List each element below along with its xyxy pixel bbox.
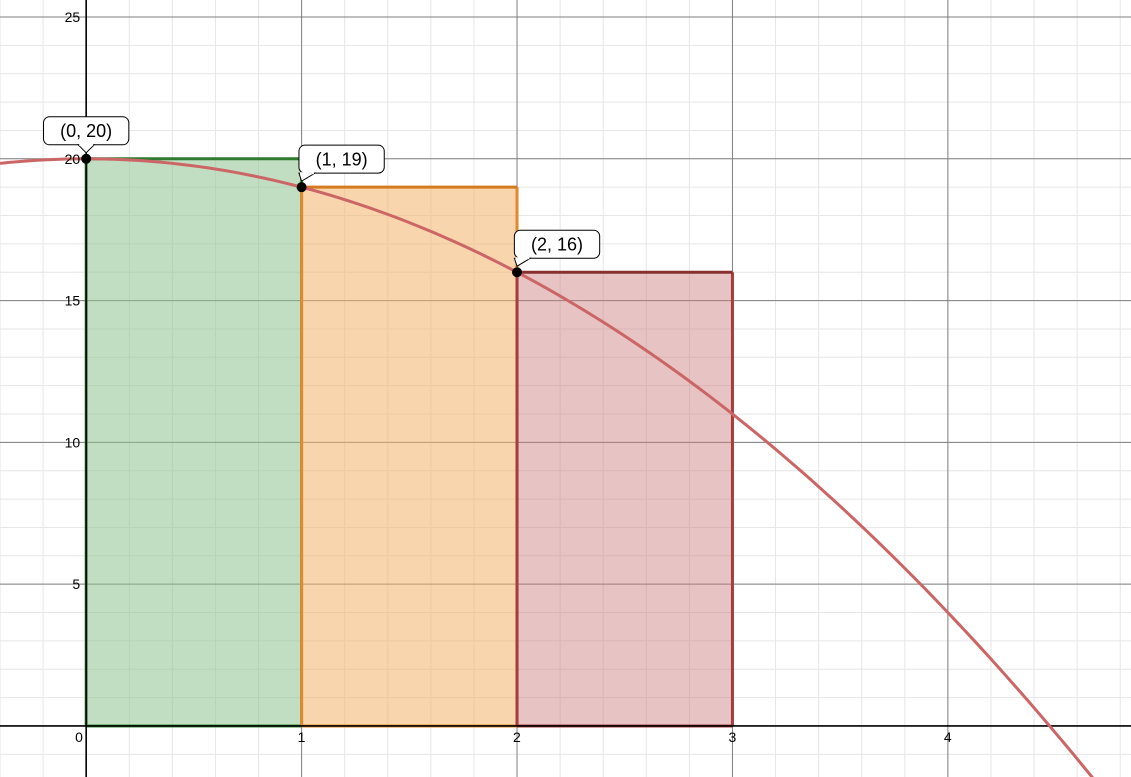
point-label-2: (2, 16) [531, 235, 583, 255]
x-tick-label: 0 [75, 729, 83, 745]
x-tick-label: 1 [298, 729, 306, 745]
y-tick-label: 20 [65, 151, 81, 167]
y-tick-label: 15 [65, 293, 81, 309]
x-tick-label: 2 [513, 729, 521, 745]
riemann-bar-2 [517, 272, 732, 726]
riemann-bar-1 [302, 187, 517, 726]
riemann-chart: 0 1 2 3 4 5 10 15 20 25 (0, 20) (1, 19) (2, 16) [0, 0, 1131, 777]
plotted-point-1 [297, 182, 307, 192]
x-tick-label: 3 [728, 729, 736, 745]
plotted-point-2 [512, 267, 522, 277]
point-label-1: (1, 19) [316, 149, 368, 169]
y-tick-label: 25 [65, 9, 81, 25]
plotted-point-0 [81, 154, 91, 164]
riemann-bar-0 [86, 159, 301, 726]
x-tick-label: 4 [944, 729, 952, 745]
y-tick-label: 5 [72, 576, 80, 592]
y-tick-label: 10 [65, 434, 81, 450]
point-label-0: (0, 20) [60, 121, 112, 141]
